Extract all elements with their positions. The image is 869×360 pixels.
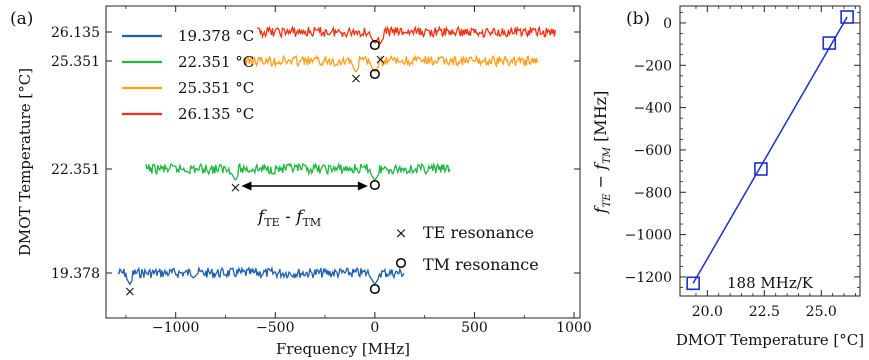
panel-a-label: (a) [10, 9, 33, 29]
panel-b-ylabel: fTE − fTM [MHz] [591, 91, 613, 215]
te-marker: × [350, 71, 362, 87]
x-tick-label: 0 [370, 320, 379, 336]
panel-b-frame [679, 5, 861, 297]
panel-a-frame [105, 5, 581, 319]
x-tick-label: 22.5 [749, 304, 780, 320]
panel-b-label: (b) [626, 9, 650, 29]
y-tick-label: 0 [663, 16, 672, 32]
ftem-arrow-head-left [241, 181, 252, 191]
panel-a-xlabel: Frequency [MHz] [276, 340, 410, 358]
legend-label: 19.378 °C [178, 27, 254, 45]
panel-b: (b) 20.0 22.5 25.0 0 −200 −400 −600 −800 −1000 −… [591, 5, 864, 349]
x-tick-label: −500 [256, 320, 294, 336]
y-tick-label: 19.378 [51, 266, 100, 282]
panel-a-markers: × × × × [124, 39, 387, 300]
trace-19.378 °C [117, 265, 405, 286]
te-marker: × [375, 52, 387, 68]
y-tick-label: 22.351 [51, 162, 100, 178]
y-tick-label: −1000 [625, 228, 672, 244]
fit-line [692, 16, 848, 284]
y-tick-label: −1200 [625, 270, 672, 286]
panel-a-ylabel: DMOT Temperature [°C] [16, 68, 34, 256]
tm-marker-label: TM resonance [423, 255, 539, 274]
panel-b-xlabel: DMOT Temperature [°C] [676, 331, 864, 349]
x-tick-label: −1000 [152, 320, 199, 336]
panel-b-yticks: 0 −200 −400 −600 −800 −1000 −1200 [625, 11, 860, 288]
y-tick-label: −200 [634, 58, 672, 74]
y-tick-label: −600 [634, 143, 672, 159]
panel-a-traces [117, 25, 557, 286]
slope-annotation: 188 MHz/K [727, 274, 814, 292]
te-marker: × [230, 180, 242, 196]
x-tick-label: 20.0 [692, 304, 723, 320]
y-tick-label: −800 [634, 185, 672, 201]
tm-marker [369, 179, 380, 191]
te-marker-symbol: × [395, 224, 408, 242]
legend-label: 25.351 °C [178, 79, 254, 97]
legend-label: 22.351 °C [178, 53, 254, 71]
ftem-annotation: fTE - fTM [241, 181, 368, 229]
x-tick-label: 500 [461, 320, 488, 336]
panel-a-xticks: −1000 −500 0 500 1000 [125, 6, 592, 336]
x-tick-label: 1000 [556, 320, 592, 336]
ftem-arrow-head-right [357, 181, 368, 191]
x-tick-label: 25.0 [806, 304, 837, 320]
panel-a: (a) × × × × −1000 −500 0 500 1000 19.378 22.351 2… [10, 5, 592, 358]
marker-legend: × TE resonance TM resonance [395, 223, 539, 274]
trace-22.351 °C [145, 162, 451, 182]
panel-b-xticks: 20.0 22.5 25.0 [692, 6, 856, 320]
legend-label: 26.135 °C [178, 105, 254, 123]
panel-a-legend: 19.378 °C 22.351 °C 25.351 °C 26.135 °C [122, 27, 254, 123]
te-marker: × [124, 284, 136, 300]
y-tick-label: 25.351 [51, 54, 100, 70]
te-marker-label: TE resonance [423, 223, 534, 242]
trace-25.351 °C [242, 53, 539, 73]
data-point [840, 10, 854, 24]
tm-marker [369, 39, 380, 51]
tm-marker-symbol [395, 257, 407, 269]
tm-marker [369, 283, 380, 295]
panel-a-yticks: 19.378 22.351 25.351 26.135 [51, 25, 580, 282]
data-point [822, 36, 837, 50]
tm-marker [369, 68, 380, 80]
panel-b-points [686, 10, 854, 291]
trace-26.135 °C [256, 25, 557, 45]
data-point [754, 162, 768, 176]
y-tick-label: −400 [634, 101, 672, 117]
y-tick-label: 26.135 [51, 25, 100, 41]
data-point [686, 276, 700, 291]
ftem-label: fTE - fTM [256, 207, 321, 229]
